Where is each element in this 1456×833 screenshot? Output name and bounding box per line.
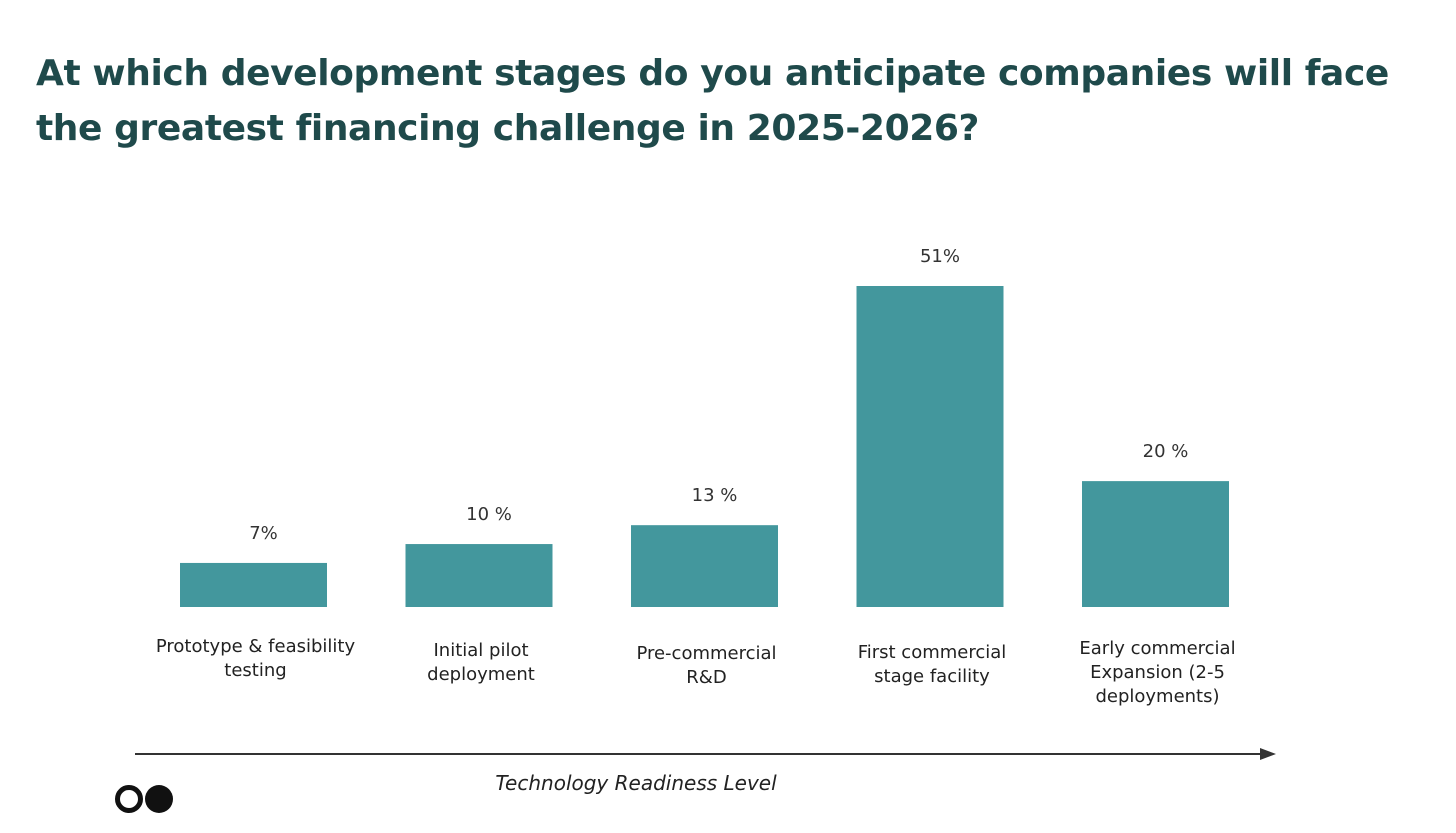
category-labels-group: Prototype & feasibility testing Initial pi… — [156, 636, 1236, 707]
chart-title: At which development stages do you antic… — [36, 53, 1389, 149]
x-axis-arrowhead-icon — [1260, 748, 1276, 760]
value-labels-group: 7% 10 % 13 % 51% 20 % — [249, 246, 1188, 544]
value-label-5: 20 % — [1143, 441, 1189, 462]
value-label-4: 51% — [920, 246, 960, 267]
brand-logo-icon — [115, 785, 175, 813]
value-label-1: 7% — [249, 523, 278, 544]
x-axis-title: Technology Readiness Level — [495, 771, 777, 795]
bar-3 — [631, 525, 778, 607]
bar-5 — [1082, 481, 1229, 607]
category-label-2: Initial pilot deployment — [427, 640, 535, 685]
category-label-3: Pre-commercial R&D — [636, 643, 776, 688]
bar-1 — [180, 562, 327, 607]
value-label-2: 10 % — [466, 504, 512, 525]
category-label-4: First commercial stage facility — [858, 642, 1007, 687]
logo-ring-icon — [115, 785, 143, 813]
bar-2 — [405, 544, 553, 607]
logo-dot-icon — [145, 785, 173, 813]
bars-group — [180, 286, 1229, 607]
category-label-1: Prototype & feasibility testing — [156, 636, 356, 681]
value-label-3: 13 % — [692, 485, 738, 506]
category-label-5: Early commercial Expansion (2-5 deployment… — [1079, 638, 1235, 707]
bar-4 — [856, 286, 1004, 607]
